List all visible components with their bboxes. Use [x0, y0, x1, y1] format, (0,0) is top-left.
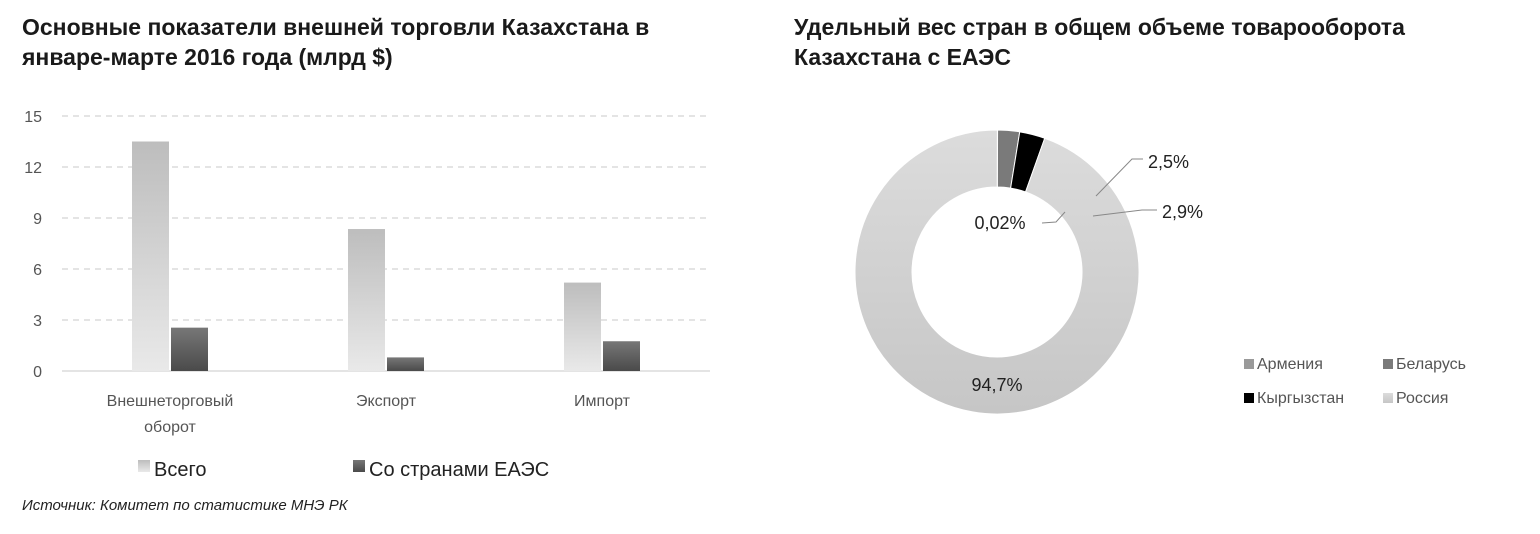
data-label: 94,7%	[971, 375, 1022, 395]
bar	[348, 229, 385, 371]
legend-swatch	[1244, 393, 1254, 403]
y-tick-label: 3	[33, 313, 42, 330]
bar	[564, 282, 601, 371]
x-category-label: Экспорт	[356, 393, 417, 410]
donut-chart: 0,02% 2,5% 2,9% 94,7% Армения Беларусь Кыргыз…	[854, 129, 1466, 415]
bar	[171, 327, 208, 371]
legend-swatch	[353, 460, 365, 472]
donut-chart-title: Удельный вес стран в общем объеме товаро…	[794, 14, 1405, 70]
legend-swatch	[138, 460, 150, 472]
bar	[603, 341, 640, 371]
bar	[132, 141, 169, 371]
legend-label: Армения	[1257, 356, 1323, 373]
leader-line	[1095, 158, 1143, 197]
legend-swatch	[1383, 359, 1393, 369]
y-tick-label: 0	[33, 364, 42, 381]
bar-chart: 0 3 6 9 12 15 Внешнеторговый оборот Экспорт Импо…	[24, 109, 710, 480]
bar	[387, 357, 424, 371]
legend-swatch	[1383, 393, 1393, 403]
source-note: Источник: Комитет по статистике МНЭ РК	[22, 497, 348, 514]
y-tick-label: 12	[24, 160, 42, 177]
leader-line	[1092, 209, 1157, 217]
data-label: 2,9%	[1162, 202, 1203, 222]
y-tick-label: 15	[24, 109, 42, 126]
legend-label: Со странами ЕАЭС	[369, 459, 549, 480]
x-category-label: Импорт	[574, 393, 631, 410]
legend-label: Всего	[154, 459, 206, 480]
y-tick-label: 9	[33, 211, 42, 228]
legend-label: Россия	[1396, 390, 1448, 407]
legend-label: Беларусь	[1396, 356, 1466, 373]
data-label: 2,5%	[1148, 152, 1189, 172]
legend-label: Кыргызстан	[1257, 390, 1344, 407]
bar-chart-title: Основные показатели внешней торговли Каз…	[22, 14, 650, 70]
y-tick-label: 6	[33, 262, 42, 279]
x-category-label: Внешнеторговый	[107, 393, 234, 410]
leader-line	[1041, 211, 1066, 224]
legend-swatch	[1244, 359, 1254, 369]
donut-slice	[854, 129, 1140, 415]
data-label: 0,02%	[974, 213, 1025, 233]
x-category-label: оборот	[144, 419, 196, 436]
